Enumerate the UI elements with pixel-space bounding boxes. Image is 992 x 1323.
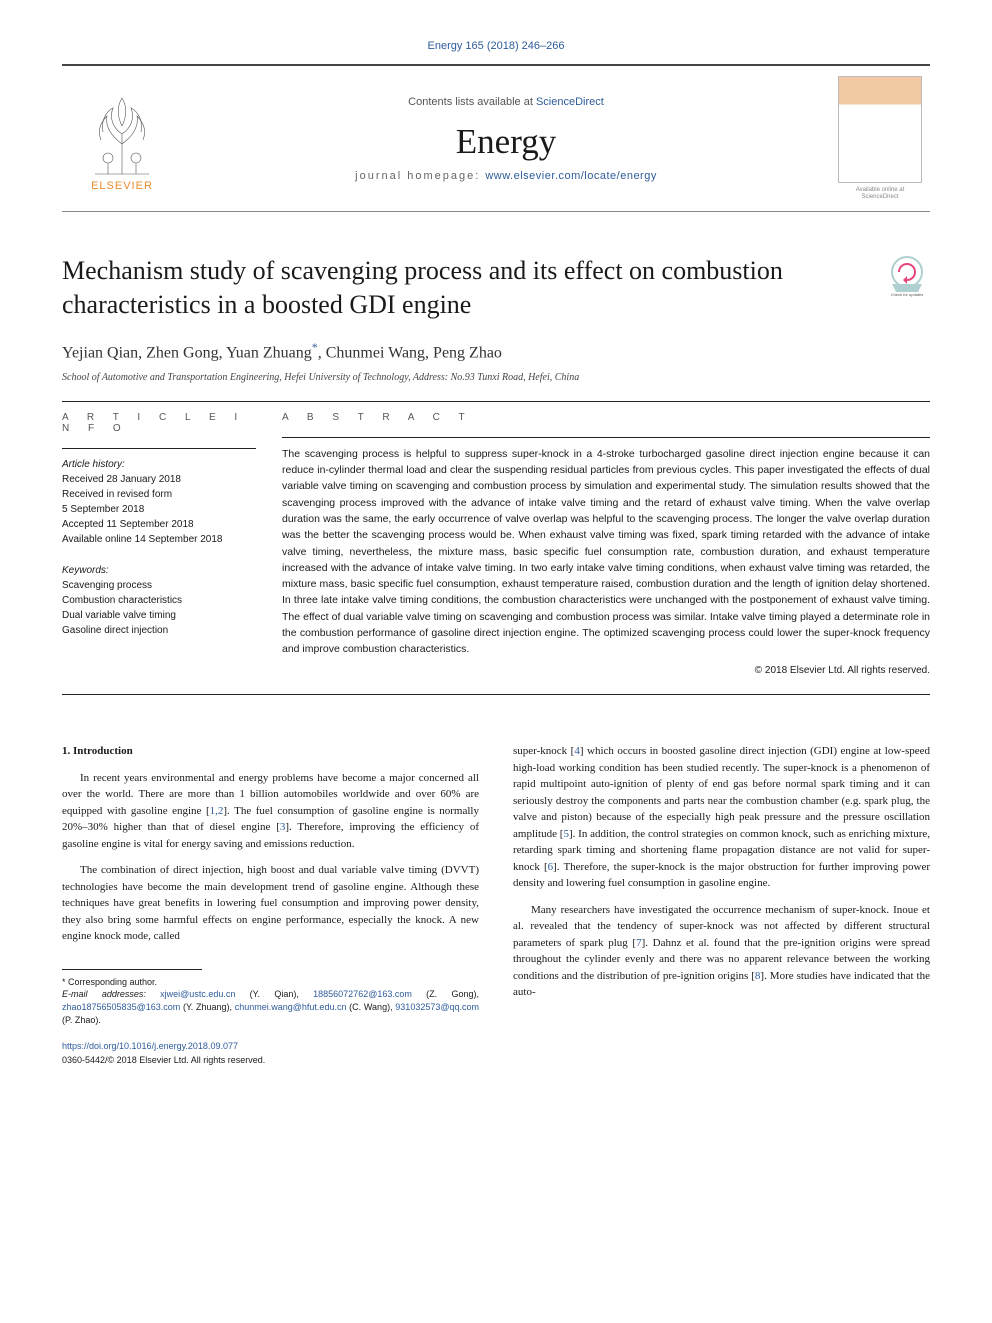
affiliation: School of Automotive and Transportation … — [62, 372, 930, 383]
authors-main: Yejian Qian, Zhen Gong, Yuan Zhuang — [62, 344, 312, 361]
text-run: (Y. Qian), — [235, 989, 313, 999]
citation-line: Energy 165 (2018) 246–266 — [62, 40, 930, 52]
doi-link[interactable]: https://doi.org/10.1016/j.energy.2018.09… — [62, 1041, 238, 1051]
ref-link[interactable]: 1,2 — [210, 805, 224, 817]
header-center: Contents lists available at ScienceDirec… — [182, 66, 830, 211]
text-run: (Z. Gong), — [412, 989, 479, 999]
contents-available-line: Contents lists available at ScienceDirec… — [408, 96, 604, 108]
elsevier-logo: ELSEVIER — [62, 66, 182, 211]
check-updates-badge[interactable]: Check for updates — [884, 254, 930, 300]
keywords-label: Keywords: — [62, 563, 256, 578]
updates-badge-text: Check for updates — [891, 292, 923, 297]
email-link[interactable]: chunmei.wang@hfut.edu.cn — [235, 1002, 347, 1012]
homepage-url[interactable]: www.elsevier.com/locate/energy — [485, 170, 657, 182]
keywords-block: Keywords: Scavenging process Combustion … — [62, 563, 256, 638]
email-link[interactable]: 18856072762@163.com — [313, 989, 412, 999]
elsevier-tree-icon — [83, 86, 161, 176]
elsevier-brand-text: ELSEVIER — [91, 180, 153, 192]
cover-image — [838, 76, 922, 183]
history-received: Received 28 January 2018 — [62, 472, 256, 487]
history-revised-date: 5 September 2018 — [62, 502, 256, 517]
rule-below-abstract — [62, 694, 930, 695]
corresponding-author-note: * Corresponding author. — [62, 976, 479, 989]
text-run: (P. Zhao). — [62, 1015, 101, 1025]
abstract-heading: A B S T R A C T — [282, 412, 930, 423]
text-run: (C. Wang), — [346, 1002, 395, 1012]
text-run: ]. Therefore, the super-knock is the maj… — [513, 861, 930, 890]
cover-caption: Available online atScienceDirect — [856, 187, 905, 201]
doi-block: https://doi.org/10.1016/j.energy.2018.09… — [62, 1040, 479, 1067]
journal-homepage: journal homepage: www.elsevier.com/locat… — [355, 170, 657, 182]
body-paragraph: Many researchers have investigated the o… — [513, 902, 930, 1001]
footnotes: * Corresponding author. E-mail addresses… — [62, 976, 479, 1026]
journal-header: ELSEVIER Contents lists available at Sci… — [62, 64, 930, 212]
journal-cover: Available online atScienceDirect — [830, 66, 930, 211]
intro-paragraph: The combination of direct injection, hig… — [62, 862, 479, 945]
sciencedirect-link[interactable]: ScienceDirect — [536, 96, 604, 108]
authors-line: Yejian Qian, Zhen Gong, Yuan Zhuang*, Ch… — [62, 340, 930, 362]
keyword-item: Dual variable valve timing — [62, 608, 256, 623]
abstract-text: The scavenging process is helpful to sup… — [282, 437, 930, 657]
issn-copyright: 0360-5442/© 2018 Elsevier Ltd. All right… — [62, 1054, 479, 1068]
body-column-right: super-knock [4] which occurs in boosted … — [513, 743, 930, 1067]
contents-prefix: Contents lists available at — [408, 96, 536, 108]
text-run: ] which occurs in boosted gasoline direc… — [513, 745, 930, 840]
intro-paragraph: In recent years environmental and energy… — [62, 770, 479, 853]
email-link[interactable]: xjwei@ustc.edu.cn — [160, 989, 235, 999]
rule-above-info — [62, 401, 930, 402]
keyword-item: Gasoline direct injection — [62, 623, 256, 638]
emails-line: E-mail addresses: xjwei@ustc.edu.cn (Y. … — [62, 988, 479, 1026]
history-online: Available online 14 September 2018 — [62, 532, 256, 547]
keyword-item: Scavenging process — [62, 578, 256, 593]
text-run: super-knock [ — [513, 745, 574, 757]
article-history: Article history: Received 28 January 201… — [62, 448, 256, 547]
history-revised: Received in revised form — [62, 487, 256, 502]
abstract-copyright: © 2018 Elsevier Ltd. All rights reserved… — [282, 665, 930, 676]
history-accepted: Accepted 11 September 2018 — [62, 517, 256, 532]
body-column-left: 1. Introduction In recent years environm… — [62, 743, 479, 1067]
body-paragraph: super-knock [4] which occurs in boosted … — [513, 743, 930, 892]
emails-label: E-mail addresses: — [62, 989, 160, 999]
text-run: (Y. Zhuang), — [180, 1002, 235, 1012]
authors-tail: , Chunmei Wang, Peng Zhao — [318, 344, 502, 361]
section-heading-intro: 1. Introduction — [62, 743, 479, 760]
article-title: Mechanism study of scavenging process an… — [62, 254, 864, 322]
email-link[interactable]: 931032573@qq.com — [395, 1002, 479, 1012]
email-link[interactable]: zhao18756505835@163.com — [62, 1002, 180, 1012]
footnote-separator — [62, 969, 202, 970]
article-info-heading: A R T I C L E I N F O — [62, 412, 256, 434]
homepage-prefix: journal homepage: — [355, 170, 485, 182]
keyword-item: Combustion characteristics — [62, 593, 256, 608]
journal-name: Energy — [456, 122, 556, 162]
history-label: Article history: — [62, 457, 256, 472]
